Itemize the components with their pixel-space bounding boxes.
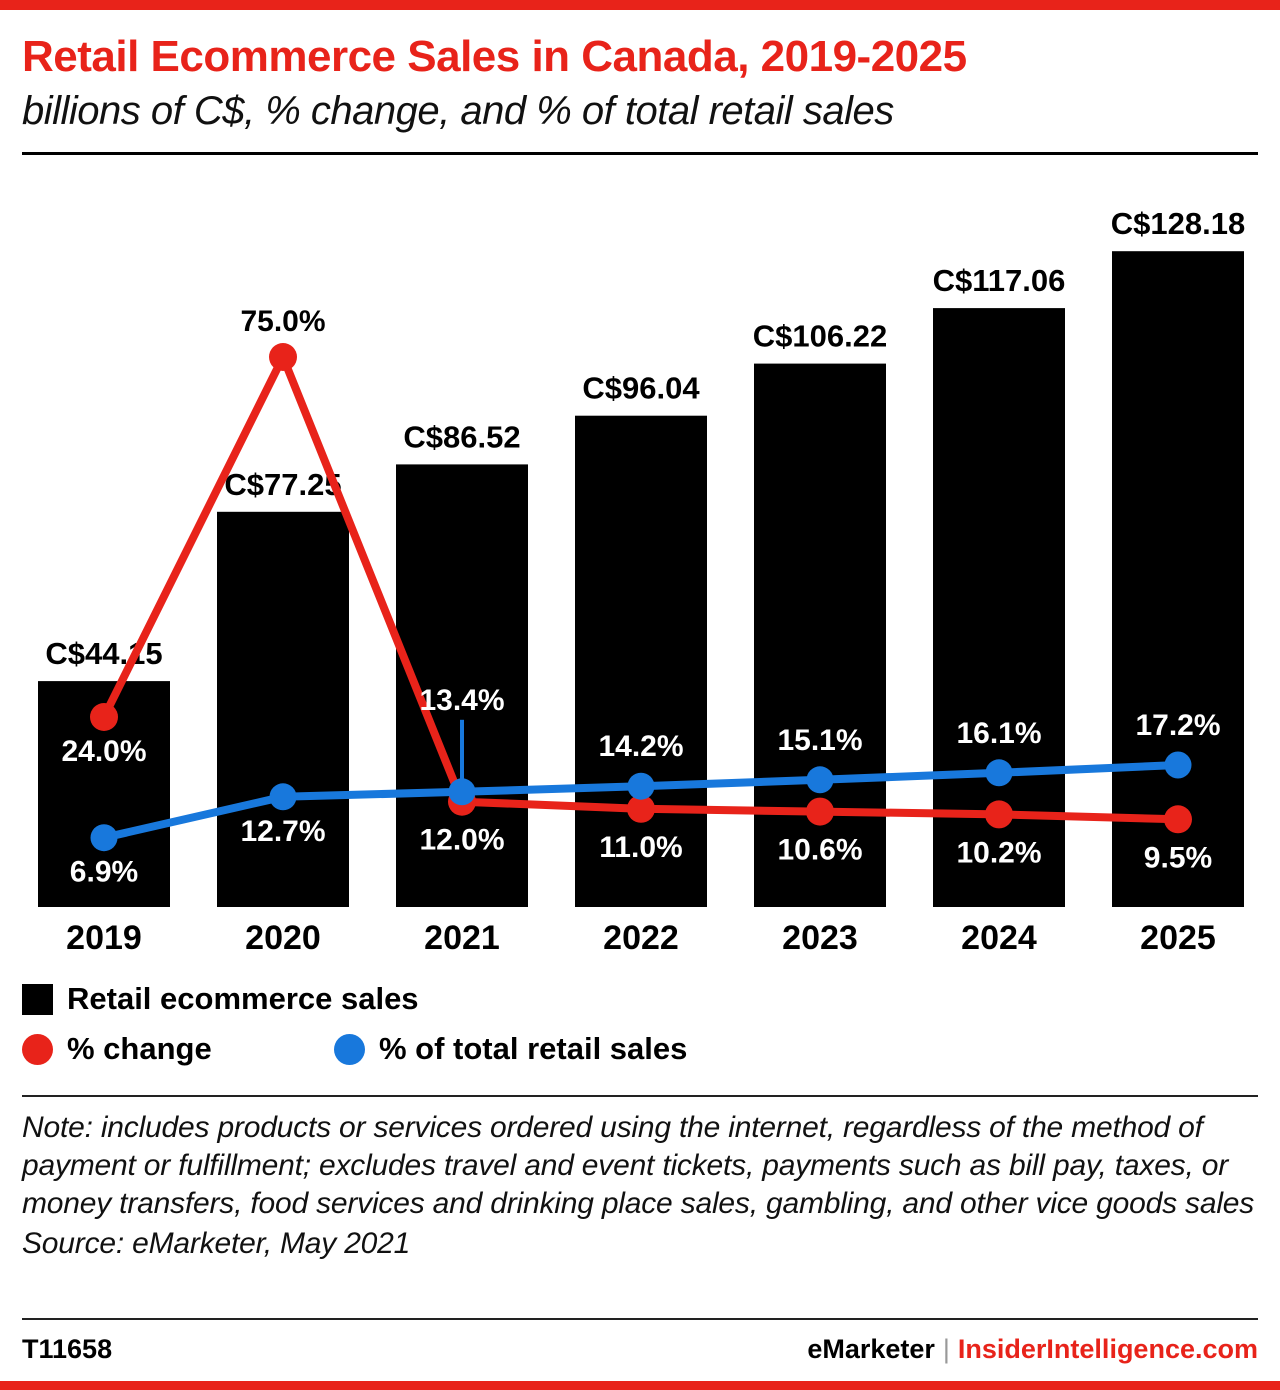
bar-value-label-2022: C$96.04 [582, 371, 700, 406]
pct-total-label-2025: 17.2% [1135, 709, 1220, 742]
pct-change-label-2019: 24.0% [61, 735, 146, 768]
legend-label-pct-total: % of total retail sales [379, 1031, 688, 1067]
pct-total-label-2022: 14.2% [598, 730, 683, 763]
header-divider [22, 152, 1258, 156]
note-text: Note: includes products or services orde… [22, 1111, 1255, 1221]
point-pct-change-2025 [1164, 805, 1192, 834]
point-pct-total-2024 [985, 759, 1013, 787]
point-pct-total-2020 [269, 783, 297, 811]
brand-separator: | [942, 1334, 950, 1364]
page-subtitle: billions of C$, % change, and % of total… [22, 89, 894, 134]
pct-change-label-2024: 10.2% [956, 836, 1041, 869]
legend-swatch-pct-total [334, 1033, 365, 1065]
footer: T11658 eMarketer | InsiderIntelligence.com [22, 1334, 1258, 1365]
pct-total-label-2021: 13.4% [419, 684, 504, 717]
bar-value-label-2024: C$117.06 [933, 263, 1066, 298]
pct-total-label-2023: 15.1% [777, 724, 862, 757]
x-axis-label-2019: 2019 [66, 919, 142, 957]
x-axis-label-2020: 2020 [245, 919, 321, 957]
pct-total-label-2024: 16.1% [956, 717, 1041, 750]
point-pct-total-2019 [90, 824, 118, 852]
bar-value-label-2020: C$77.25 [224, 467, 341, 502]
x-axis-label-2025: 2025 [1140, 919, 1216, 957]
point-pct-total-2022 [627, 772, 655, 800]
note-block: Note: includes products or services orde… [22, 1109, 1258, 1263]
bar-2022 [575, 415, 707, 908]
point-pct-total-2021 [448, 778, 476, 806]
combo-chart: C$44.152019C$77.252020C$86.522021C$96.04… [38, 206, 1245, 957]
bottom-accent-bar [0, 1381, 1280, 1390]
bar-2020 [217, 511, 349, 908]
point-pct-total-2025 [1164, 751, 1192, 779]
point-pct-total-2023 [806, 766, 834, 794]
note-divider [22, 1095, 1258, 1098]
pct-total-label-2019: 6.9% [70, 856, 138, 889]
legend-item-pct-total: % of total retail sales [334, 1031, 687, 1067]
bar-value-label-2025: C$128.18 [1111, 206, 1245, 241]
footer-divider [22, 1318, 1258, 1320]
x-axis-label-2023: 2023 [782, 919, 858, 957]
legend: Retail ecommerce sales % change % of tot… [22, 981, 1280, 1067]
legend-label-pct-change: % change [67, 1031, 212, 1067]
top-accent-bar [0, 0, 1280, 10]
bar-value-label-2023: C$106.22 [753, 319, 887, 354]
chart-id: T11658 [22, 1334, 113, 1364]
point-pct-change-2023 [806, 797, 834, 826]
legend-item-bars: Retail ecommerce sales [22, 981, 419, 1017]
pct-change-label-2020: 75.0% [240, 305, 325, 338]
pct-change-label-2023: 10.6% [777, 834, 862, 867]
insider-intelligence-link[interactable]: InsiderIntelligence.com [957, 1334, 1258, 1364]
legend-swatch-bars [22, 983, 53, 1015]
brand-emarketer: eMarketer [807, 1334, 935, 1364]
pct-change-label-2021: 12.0% [419, 824, 504, 857]
pct-change-label-2022: 11.0% [599, 831, 682, 864]
source-text: Source: eMarketer, May 2021 [22, 1227, 411, 1261]
x-axis-label-2021: 2021 [424, 919, 500, 957]
pct-total-label-2020: 12.7% [240, 815, 325, 848]
x-axis-label-2024: 2024 [961, 919, 1037, 957]
point-pct-change-2022 [627, 794, 655, 823]
point-pct-change-2024 [985, 800, 1013, 829]
pct-change-label-2025: 9.5% [1144, 841, 1212, 874]
header: Retail Ecommerce Sales in Canada, 2019-2… [0, 10, 1280, 134]
legend-swatch-pct-change [22, 1033, 53, 1065]
chart-area: C$44.15 2019 C$77.25 2020 C$86.52 2021 C$96.04… [0, 187, 1280, 967]
page-title: Retail Ecommerce Sales in Canada, 2019-2… [22, 32, 967, 81]
point-pct-change-2019 [90, 703, 118, 732]
bar-value-label-2021: C$86.52 [403, 419, 520, 454]
bar-2025 [1112, 251, 1244, 908]
legend-label-bars: Retail ecommerce sales [67, 981, 419, 1017]
legend-item-pct-change: % change [22, 1031, 334, 1067]
point-pct-change-2020 [269, 343, 297, 372]
x-axis-label-2022: 2022 [603, 919, 679, 957]
